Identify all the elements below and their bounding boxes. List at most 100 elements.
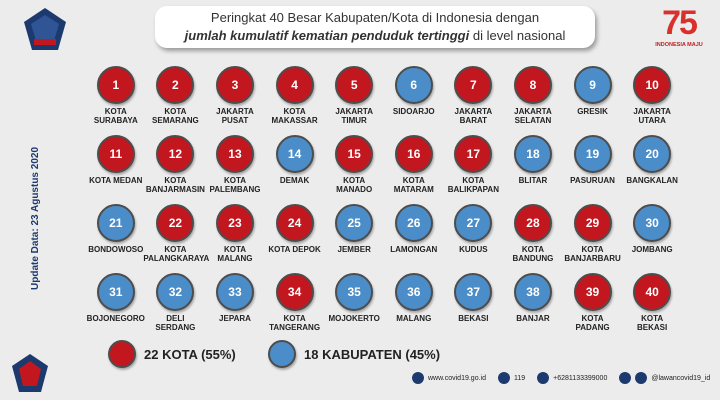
footer-contacts: www.covid19.go.id 119 +6281133399000 @la… (412, 372, 710, 384)
rank-circle: 3 (215, 66, 254, 104)
rank-circle: 40 (633, 273, 672, 311)
region-label: LAMONGAN (390, 245, 438, 254)
rank-item: 13 KOTA PALEMBANG (205, 135, 265, 204)
rank-item: 3 JAKARTA PUSAT (205, 66, 265, 135)
footer-hotline-text: 119 (513, 374, 526, 382)
rank-circle: 6 (394, 66, 433, 104)
rank-circle: 12 (156, 135, 195, 173)
legend-kota: 22 KOTA (55%) (108, 340, 236, 368)
rank-item: 29 KOTA BANJARBARU (563, 204, 623, 273)
region-label: BONDOWOSO (88, 245, 144, 254)
region-label: BLITAR (518, 176, 548, 185)
rank-item: 22 KOTA PALANGKARAYA (143, 204, 209, 273)
region-label: JAKARTA UTARA (633, 107, 671, 125)
region-label: JAKARTA BARAT (454, 107, 493, 125)
footer-social-text: @lawancovid19_id (651, 374, 711, 382)
footer-whatsapp-text: +6281133399000 (553, 374, 608, 382)
rank-item: 26 LAMONGAN (384, 204, 444, 273)
rank-circle: 35 (335, 273, 374, 311)
rank-item: 25 JEMBER (324, 204, 384, 273)
rank-circle: 34 (275, 273, 314, 311)
rank-item: 10 JAKARTA UTARA (622, 66, 682, 135)
region-label: KOTA SEMARANG (152, 107, 199, 125)
rank-circle: 22 (156, 204, 195, 242)
rank-item: 33 JEPARA (205, 273, 265, 342)
rank-item: 1 KOTA SURABAYA (86, 66, 146, 135)
region-label: BANJAR (516, 314, 550, 323)
region-label: JEPARA (219, 314, 251, 323)
garuda-logo (10, 352, 50, 394)
rank-item: 27 KUDUS (444, 204, 504, 273)
rank-item: 12 KOTA BANJARMASIN (146, 135, 206, 204)
legend-kabupaten-swatch (268, 340, 296, 368)
rank-item: 15 KOTA MANADO (324, 135, 384, 204)
rank-circle: 16 (394, 135, 433, 173)
rank-item: 32 DELI SERDANG (146, 273, 206, 342)
rank-circle: 32 (156, 273, 195, 311)
rank-circle: 29 (573, 204, 612, 242)
region-label: KUDUS (459, 245, 488, 254)
rank-circle: 11 (96, 135, 135, 173)
rank-circle: 21 (96, 204, 135, 242)
rank-circle: 28 (513, 204, 552, 242)
rank-item: 20 BANGKALAN (622, 135, 682, 204)
rank-item: 18 BLITAR (503, 135, 563, 204)
region-label: MALANG (396, 314, 432, 323)
rank-circle: 5 (335, 66, 374, 104)
footer-hotline: 119 (497, 372, 526, 384)
rank-circle: 13 (215, 135, 254, 173)
rank-item: 5 JAKARTA TIMUR (324, 66, 384, 135)
rank-item: 28 KOTA BANDUNG (503, 204, 563, 273)
gugus-tugas-logo (22, 6, 68, 52)
region-label: KOTA PADANG (575, 314, 610, 332)
ranking-grid: 1 KOTA SURABAYA 2 KOTA SEMARANG 3 JAKARTA PUS… (86, 66, 682, 342)
legend-kota-swatch (108, 340, 136, 368)
rank-item: 8 JAKARTA SELATAN (503, 66, 563, 135)
region-label: KOTA MEDAN (89, 176, 143, 185)
region-label: KOTA MAKASSAR (271, 107, 318, 125)
rank-item: 7 JAKARTA BARAT (444, 66, 504, 135)
rank-item: 36 MALANG (384, 273, 444, 342)
rank-circle: 38 (513, 273, 552, 311)
instagram-icon (619, 372, 632, 384)
region-label: KOTA SURABAYA (93, 107, 138, 125)
region-label: KOTA BANJARBARU (564, 245, 621, 263)
globe-icon (412, 372, 424, 384)
badge-number: 75 (662, 4, 698, 42)
rank-circle: 4 (275, 66, 314, 104)
rank-circle: 1 (96, 66, 135, 104)
legend-kota-label: 22 KOTA (55%) (144, 346, 236, 362)
rank-circle: 7 (454, 66, 493, 104)
rank-circle: 17 (454, 135, 493, 173)
region-label: BOJONEGORO (86, 314, 145, 323)
rank-item: 37 BEKASI (444, 273, 504, 342)
rank-circle: 9 (573, 66, 612, 104)
footer-social: @lawancovid19_id (619, 372, 710, 384)
region-label: KOTA BEKASI (637, 314, 668, 332)
region-label: JEMBER (337, 245, 371, 254)
rank-circle: 33 (215, 273, 254, 311)
region-label: BEKASI (458, 314, 489, 323)
region-label: DEMAK (279, 176, 310, 185)
title-line-2-bold: jumlah kumulatif kematian penduduk terti… (184, 28, 470, 43)
rank-circle: 2 (156, 66, 195, 104)
rank-item: 14 DEMAK (265, 135, 325, 204)
rank-circle: 24 (275, 204, 314, 242)
region-label: SIDOARJO (392, 107, 435, 116)
region-label: KOTA MANADO (336, 176, 373, 194)
rank-item: 21 BONDOWOSO (86, 204, 146, 273)
rank-item: 40 KOTA BEKASI (622, 273, 682, 342)
update-date: Update Data: 23 Agustus 2020 (30, 146, 41, 290)
region-label: JAKARTA SELATAN (514, 107, 552, 125)
legend-kabupaten: 18 KABUPATEN (45%) (268, 340, 440, 368)
rank-item: 30 JOMBANG (622, 204, 682, 273)
title-line-2-rest: di level nasional (469, 28, 566, 43)
rank-circle: 20 (633, 135, 672, 173)
rank-circle: 25 (335, 204, 374, 242)
region-label: KOTA MALANG (217, 245, 253, 263)
rank-item: 35 MOJOKERTO (324, 273, 384, 342)
badge-caption: INDONESIA MAJU (655, 42, 703, 48)
region-label: GRESIK (577, 107, 608, 116)
rank-item: 9 GRESIK (563, 66, 623, 135)
region-label: KOTA BALIKPAPAN (447, 176, 499, 194)
